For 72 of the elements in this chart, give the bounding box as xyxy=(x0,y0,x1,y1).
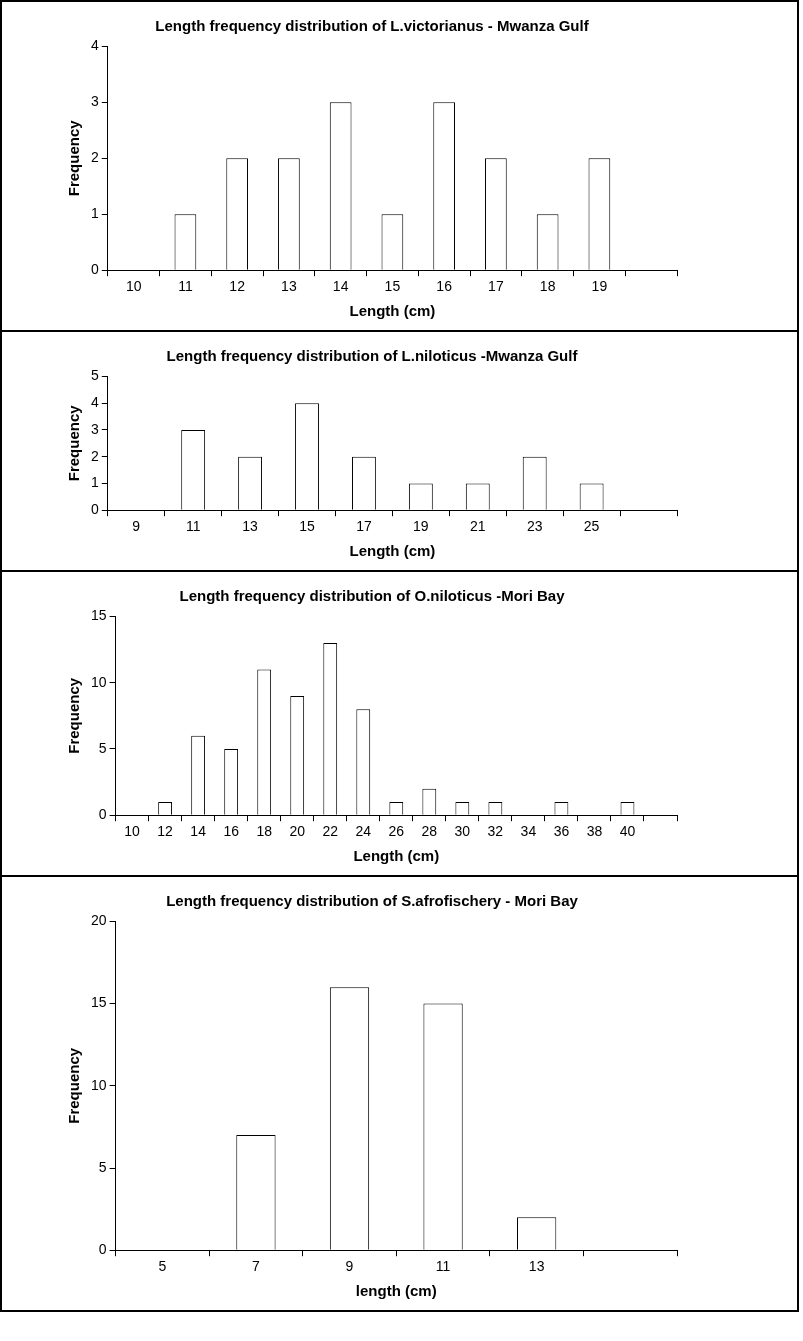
x-tick-label: 5 xyxy=(158,1258,167,1275)
y-tick-label: 2 xyxy=(90,149,99,166)
chart-title: Length frequency distribution of S.afrofischery - Mori Bay xyxy=(165,891,579,910)
x-tick-label: 19 xyxy=(591,278,608,295)
x-axis-title: length (cm) xyxy=(355,1282,437,1300)
x-tick-label: 18 xyxy=(256,823,273,840)
x-axis-title: Length (cm) xyxy=(349,542,436,560)
x-tick-label: 16 xyxy=(223,823,240,840)
x-tick-label: 36 xyxy=(553,823,570,840)
y-tick-label: 0 xyxy=(98,1241,107,1258)
chart-title: Length frequency distribution of L.victorianus - Mwanza Gulf xyxy=(154,16,590,35)
x-tick-label: 9 xyxy=(345,1258,354,1275)
x-tick-label: 25 xyxy=(583,518,600,535)
x-tick-label: 26 xyxy=(388,823,405,840)
x-tick-label: 12 xyxy=(229,278,246,295)
x-tick-label: 16 xyxy=(436,278,453,295)
x-tick-label: 20 xyxy=(289,823,306,840)
chart-title: Length frequency distribution of O.niloticus -Mori Bay xyxy=(178,586,566,605)
x-tick-label: 34 xyxy=(520,823,537,840)
x-tick-label: 13 xyxy=(242,518,259,535)
x-tick-label: 14 xyxy=(190,823,207,840)
y-tick-label: 20 xyxy=(90,912,107,929)
x-tick-label: 7 xyxy=(252,1258,261,1275)
y-axis-title: Frequency xyxy=(65,1047,83,1124)
y-tick-label: 10 xyxy=(90,673,107,690)
x-tick-label: 28 xyxy=(421,823,438,840)
y-tick-label: 5 xyxy=(98,1158,107,1175)
y-tick-label: 3 xyxy=(90,93,99,110)
x-tick-label: 38 xyxy=(586,823,603,840)
x-tick-label: 17 xyxy=(488,278,504,295)
x-tick-label: 14 xyxy=(332,278,349,295)
y-tick-label: 0 xyxy=(90,261,99,278)
y-tick-label: 15 xyxy=(90,994,107,1011)
y-tick-label: 15 xyxy=(90,607,107,624)
x-tick-label: 22 xyxy=(322,823,339,840)
x-tick-label: 15 xyxy=(384,278,401,295)
x-tick-label: 24 xyxy=(355,823,372,840)
y-tick-label: 3 xyxy=(90,420,99,437)
y-tick-label: 4 xyxy=(90,394,99,411)
y-axis-title: Frequency xyxy=(65,119,83,197)
x-axis-title: Length (cm) xyxy=(353,847,440,865)
x-tick-label: 23 xyxy=(526,518,543,535)
y-tick-label: 0 xyxy=(98,806,107,823)
y-tick-label: 0 xyxy=(90,501,99,518)
x-tick-label: 13 xyxy=(281,278,297,295)
y-tick-label: 1 xyxy=(90,205,99,222)
y-tick-label: 1 xyxy=(90,474,99,491)
y-tick-label: 4 xyxy=(90,37,99,54)
x-tick-label: 12 xyxy=(157,823,174,840)
x-axis-title: Length (cm) xyxy=(349,302,436,320)
x-tick-label: 19 xyxy=(413,518,429,535)
x-tick-label: 15 xyxy=(299,518,316,535)
y-tick-label: 10 xyxy=(90,1076,107,1093)
x-tick-label: 10 xyxy=(124,823,141,840)
x-tick-label: 13 xyxy=(528,1258,545,1275)
y-tick-label: 2 xyxy=(90,447,99,464)
y-axis-title: Frequency xyxy=(65,404,83,482)
x-tick-label: 11 xyxy=(178,278,193,295)
x-tick-label: 21 xyxy=(469,518,486,535)
x-tick-label: 18 xyxy=(539,278,556,295)
chart-title: Length frequency distribution of L.niloticus -Mwanza Gulf xyxy=(165,346,579,365)
x-tick-label: 32 xyxy=(487,823,504,840)
x-tick-label: 11 xyxy=(435,1258,451,1275)
x-tick-label: 40 xyxy=(619,823,636,840)
y-tick-label: 5 xyxy=(98,739,107,756)
y-tick-label: 5 xyxy=(90,367,99,384)
x-tick-label: 9 xyxy=(132,518,141,535)
x-tick-label: 11 xyxy=(185,518,201,535)
x-tick-label: 30 xyxy=(454,823,471,840)
x-tick-label: 10 xyxy=(125,278,142,295)
x-tick-label: 17 xyxy=(356,518,372,535)
y-axis-title: Frequency xyxy=(65,677,83,754)
